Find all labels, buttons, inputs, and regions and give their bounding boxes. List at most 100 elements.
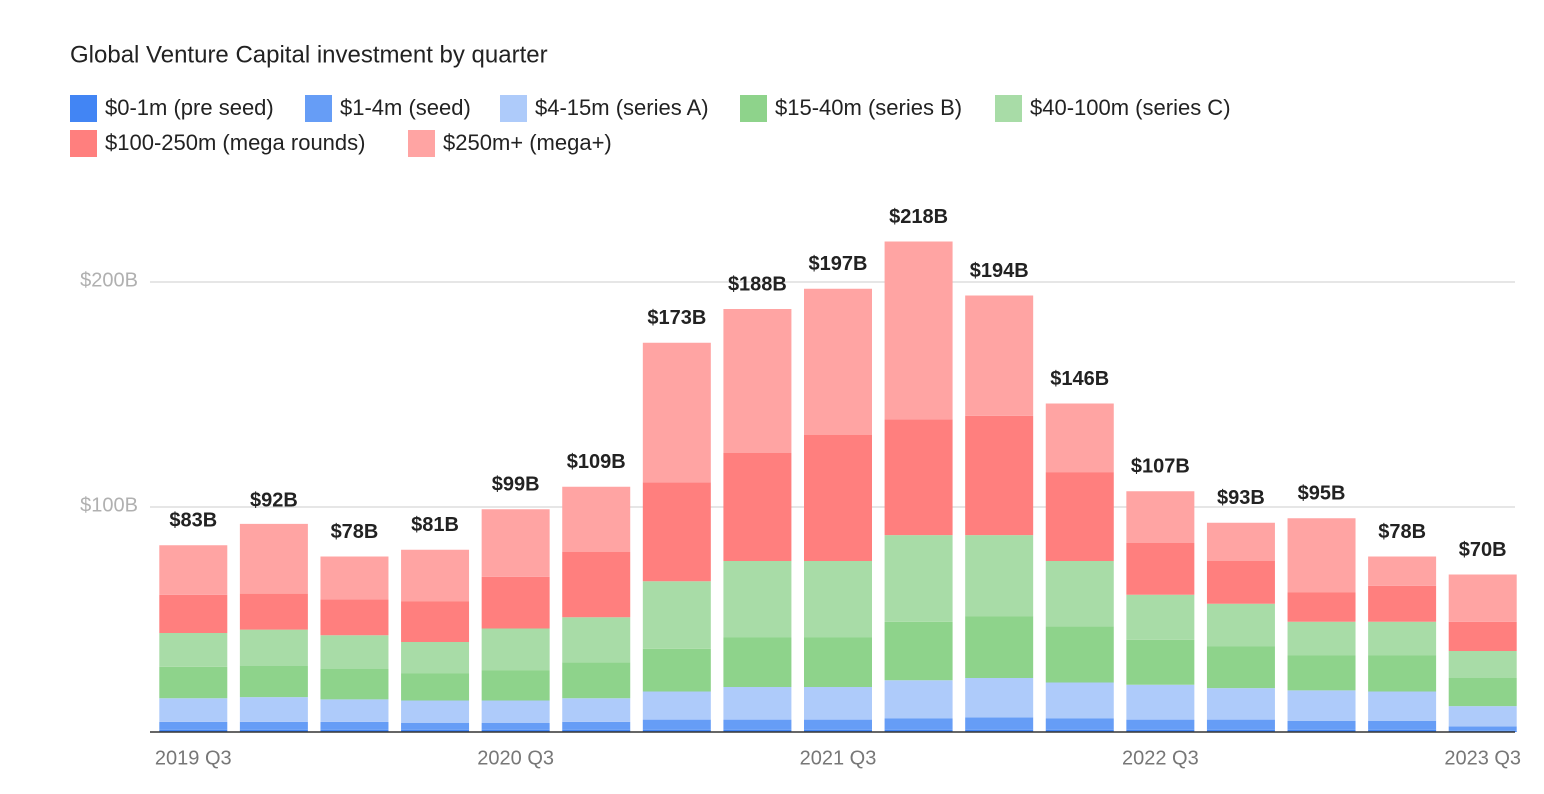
bar-segment — [965, 678, 1034, 718]
bar-segment — [1126, 491, 1195, 543]
x-tick-label: 2020 Q3 — [477, 747, 554, 769]
legend-swatch — [740, 95, 767, 122]
bar-segment — [1448, 678, 1517, 707]
total-label: $218B — [889, 206, 948, 228]
bar-segment — [159, 633, 228, 667]
total-label: $146B — [1050, 368, 1109, 390]
legend-label: $15-40m (series B) — [775, 95, 962, 120]
total-label: $197B — [809, 253, 868, 275]
bar-segment — [642, 581, 711, 649]
bar-segment — [481, 729, 550, 732]
bar-segment — [481, 576, 550, 629]
bar-segment — [562, 486, 631, 552]
total-label: $78B — [1378, 521, 1426, 543]
bar-segment — [159, 594, 228, 633]
chart-title: Global Venture Capital investment by qua… — [70, 41, 548, 68]
bar-segment — [723, 561, 792, 638]
bar-segment — [642, 691, 711, 720]
bar-segment — [1206, 603, 1275, 647]
bar-segment — [1448, 706, 1517, 727]
bar-segment — [1368, 556, 1437, 586]
bar-segment — [239, 721, 308, 730]
bar-segment — [1045, 472, 1114, 561]
bar-segment — [1045, 403, 1114, 473]
bar-segment — [320, 556, 389, 600]
bar-segment — [401, 601, 470, 642]
bar-segment — [159, 698, 228, 722]
total-label: $70B — [1459, 539, 1507, 561]
x-tick-label: 2022 Q3 — [1122, 747, 1199, 769]
bar-segment — [723, 309, 792, 453]
bar-segment — [401, 729, 470, 732]
bar-segment — [1045, 729, 1114, 732]
total-label: $81B — [411, 514, 459, 536]
total-label: $78B — [331, 521, 379, 543]
bar-segment — [804, 435, 872, 561]
bar-segment — [1287, 592, 1356, 622]
bar-segment — [239, 697, 308, 722]
legend-swatch — [500, 95, 527, 122]
bar-segment — [804, 687, 872, 720]
bar-segment — [159, 729, 228, 732]
bar-segment — [320, 721, 389, 730]
bar-segment — [1206, 719, 1275, 730]
bar-segment — [1287, 518, 1356, 593]
bar-segment — [1368, 585, 1437, 622]
total-label: $93B — [1217, 487, 1265, 509]
bar-segment — [1448, 574, 1517, 622]
bar-segment — [1206, 646, 1275, 689]
legend-swatch — [70, 95, 97, 122]
legend-label: $40-100m (series C) — [1030, 95, 1231, 120]
bar-segment — [1206, 522, 1275, 561]
bar-segment — [884, 718, 953, 730]
bar-segment — [1368, 691, 1437, 721]
bar-segment — [1126, 719, 1195, 730]
bar-segment — [239, 665, 308, 698]
bar-segment — [481, 509, 550, 577]
bar-segment — [804, 719, 872, 730]
bar-segment — [642, 648, 711, 692]
bar-segment — [562, 662, 631, 699]
legend-swatch — [995, 95, 1022, 122]
bar-segment — [481, 670, 550, 701]
bar-segment — [1045, 718, 1114, 730]
bar-segment — [723, 637, 792, 687]
bar-segment — [965, 729, 1034, 732]
y-tick-label: $200B — [80, 269, 138, 291]
legend-swatch — [305, 95, 332, 122]
bar-segment — [884, 680, 953, 719]
bar-segment — [1287, 621, 1356, 656]
bar-segment — [239, 593, 308, 630]
legend-label: $1-4m (seed) — [340, 95, 471, 120]
bar-segment — [1368, 621, 1437, 656]
y-tick-label: $100B — [80, 494, 138, 516]
total-label: $95B — [1298, 483, 1346, 505]
bar-segment — [1126, 594, 1195, 640]
bar-segment — [401, 642, 470, 674]
bar-segment — [562, 729, 631, 732]
bar-segment — [884, 535, 953, 622]
legend-label: $0-1m (pre seed) — [105, 95, 274, 120]
bar-segment — [239, 523, 308, 594]
bar-segment — [401, 723, 470, 730]
bar-segment — [1448, 651, 1517, 678]
bar-segment — [1206, 561, 1275, 604]
bar-segment — [159, 721, 228, 730]
bar-segment — [965, 415, 1034, 536]
bar-segment — [401, 673, 470, 701]
bar-segment — [884, 419, 953, 536]
bar-segment — [1045, 682, 1114, 719]
total-label: $188B — [728, 273, 787, 295]
bar-segment — [1448, 621, 1517, 651]
bar-segment — [884, 729, 953, 732]
bar-segment — [562, 617, 631, 663]
bar-segment — [401, 549, 470, 602]
bar-segment — [320, 729, 389, 732]
bar-segment — [320, 699, 389, 722]
x-tick-label: 2023 Q3 — [1444, 747, 1521, 769]
bar-segment — [642, 719, 711, 730]
bar-segment — [481, 700, 550, 723]
bar-segment — [1206, 688, 1275, 720]
bar-segment — [1126, 729, 1195, 732]
total-label: $173B — [647, 307, 706, 329]
